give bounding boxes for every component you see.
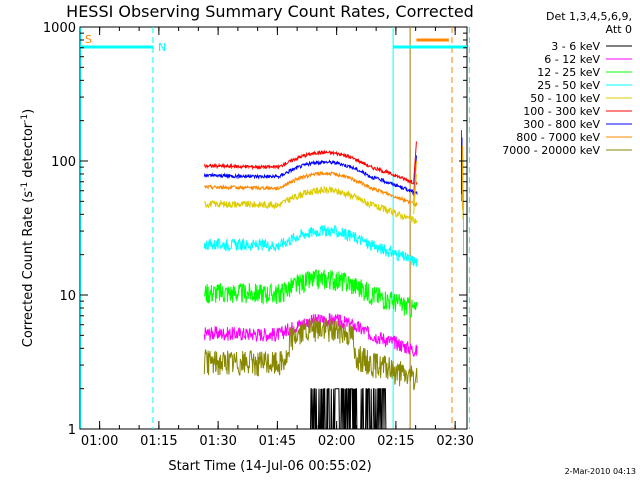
legend-label: 800 - 7000 keV <box>516 131 600 144</box>
series-line-2 <box>203 268 418 318</box>
series-spike <box>413 160 417 202</box>
series-line-5 <box>203 149 418 185</box>
observing-flags: SN <box>80 27 470 429</box>
x-tick-label: 01:45 <box>259 434 296 449</box>
legend-label: 12 - 25 keV <box>537 66 600 79</box>
series-spike <box>413 141 417 182</box>
x-tick-label: 01:15 <box>140 434 177 449</box>
series-layer <box>203 130 464 430</box>
chart-title: HESSI Observing Summary Count Rates, Cor… <box>66 2 474 21</box>
y-tick-label: 1000 <box>43 21 76 36</box>
x-tick-label: 02:30 <box>436 434 473 449</box>
y-tick-label: 1 <box>68 423 76 438</box>
x-tick-label: 01:00 <box>81 434 118 449</box>
series-line-3 <box>203 224 418 267</box>
legend-label: 25 - 50 keV <box>537 79 600 92</box>
series-line-4 <box>203 185 418 224</box>
legend-header-line-1: Det 1,3,4,5,6,9, <box>546 10 632 23</box>
legend-header-line-2: Att 0 <box>606 23 632 36</box>
legend-label: 7000 - 20000 keV <box>502 144 600 157</box>
y-tick-label: 10 <box>59 289 76 304</box>
series-line-6 <box>203 159 418 196</box>
night-flag-label: N <box>158 41 166 54</box>
saa-flag-label: S <box>85 33 92 46</box>
x-tick-label: 02:15 <box>377 434 414 449</box>
x-tick-label: 01:30 <box>199 434 236 449</box>
legend-label: 6 - 12 keV <box>544 53 600 66</box>
legend-label: 100 - 300 keV <box>523 105 600 118</box>
footer-date: 2-Mar-2010 04:13 <box>565 467 636 476</box>
legend-label: 300 - 800 keV <box>523 118 600 131</box>
y-tick-label: 100 <box>51 155 76 170</box>
x-tick-label: 02:00 <box>318 434 355 449</box>
y-axis-label: Corrected Count Rate (s-1 detector-1) <box>20 109 36 347</box>
x-axis: 01:00 01:15 01:30 01:45 02:00 02:15 02:30 <box>81 27 474 449</box>
series-line-0 <box>204 388 418 430</box>
legend-label: 3 - 6 keV <box>551 40 600 53</box>
series-line-8 <box>203 317 418 391</box>
y-axis: 1 10 100 1000 <box>43 21 467 438</box>
x-axis-label: Start Time (14-Jul-06 00:55:02) <box>168 459 371 474</box>
series-spike <box>413 173 417 215</box>
series-line-7 <box>203 170 418 208</box>
legend-label: 50 - 100 keV <box>530 92 600 105</box>
